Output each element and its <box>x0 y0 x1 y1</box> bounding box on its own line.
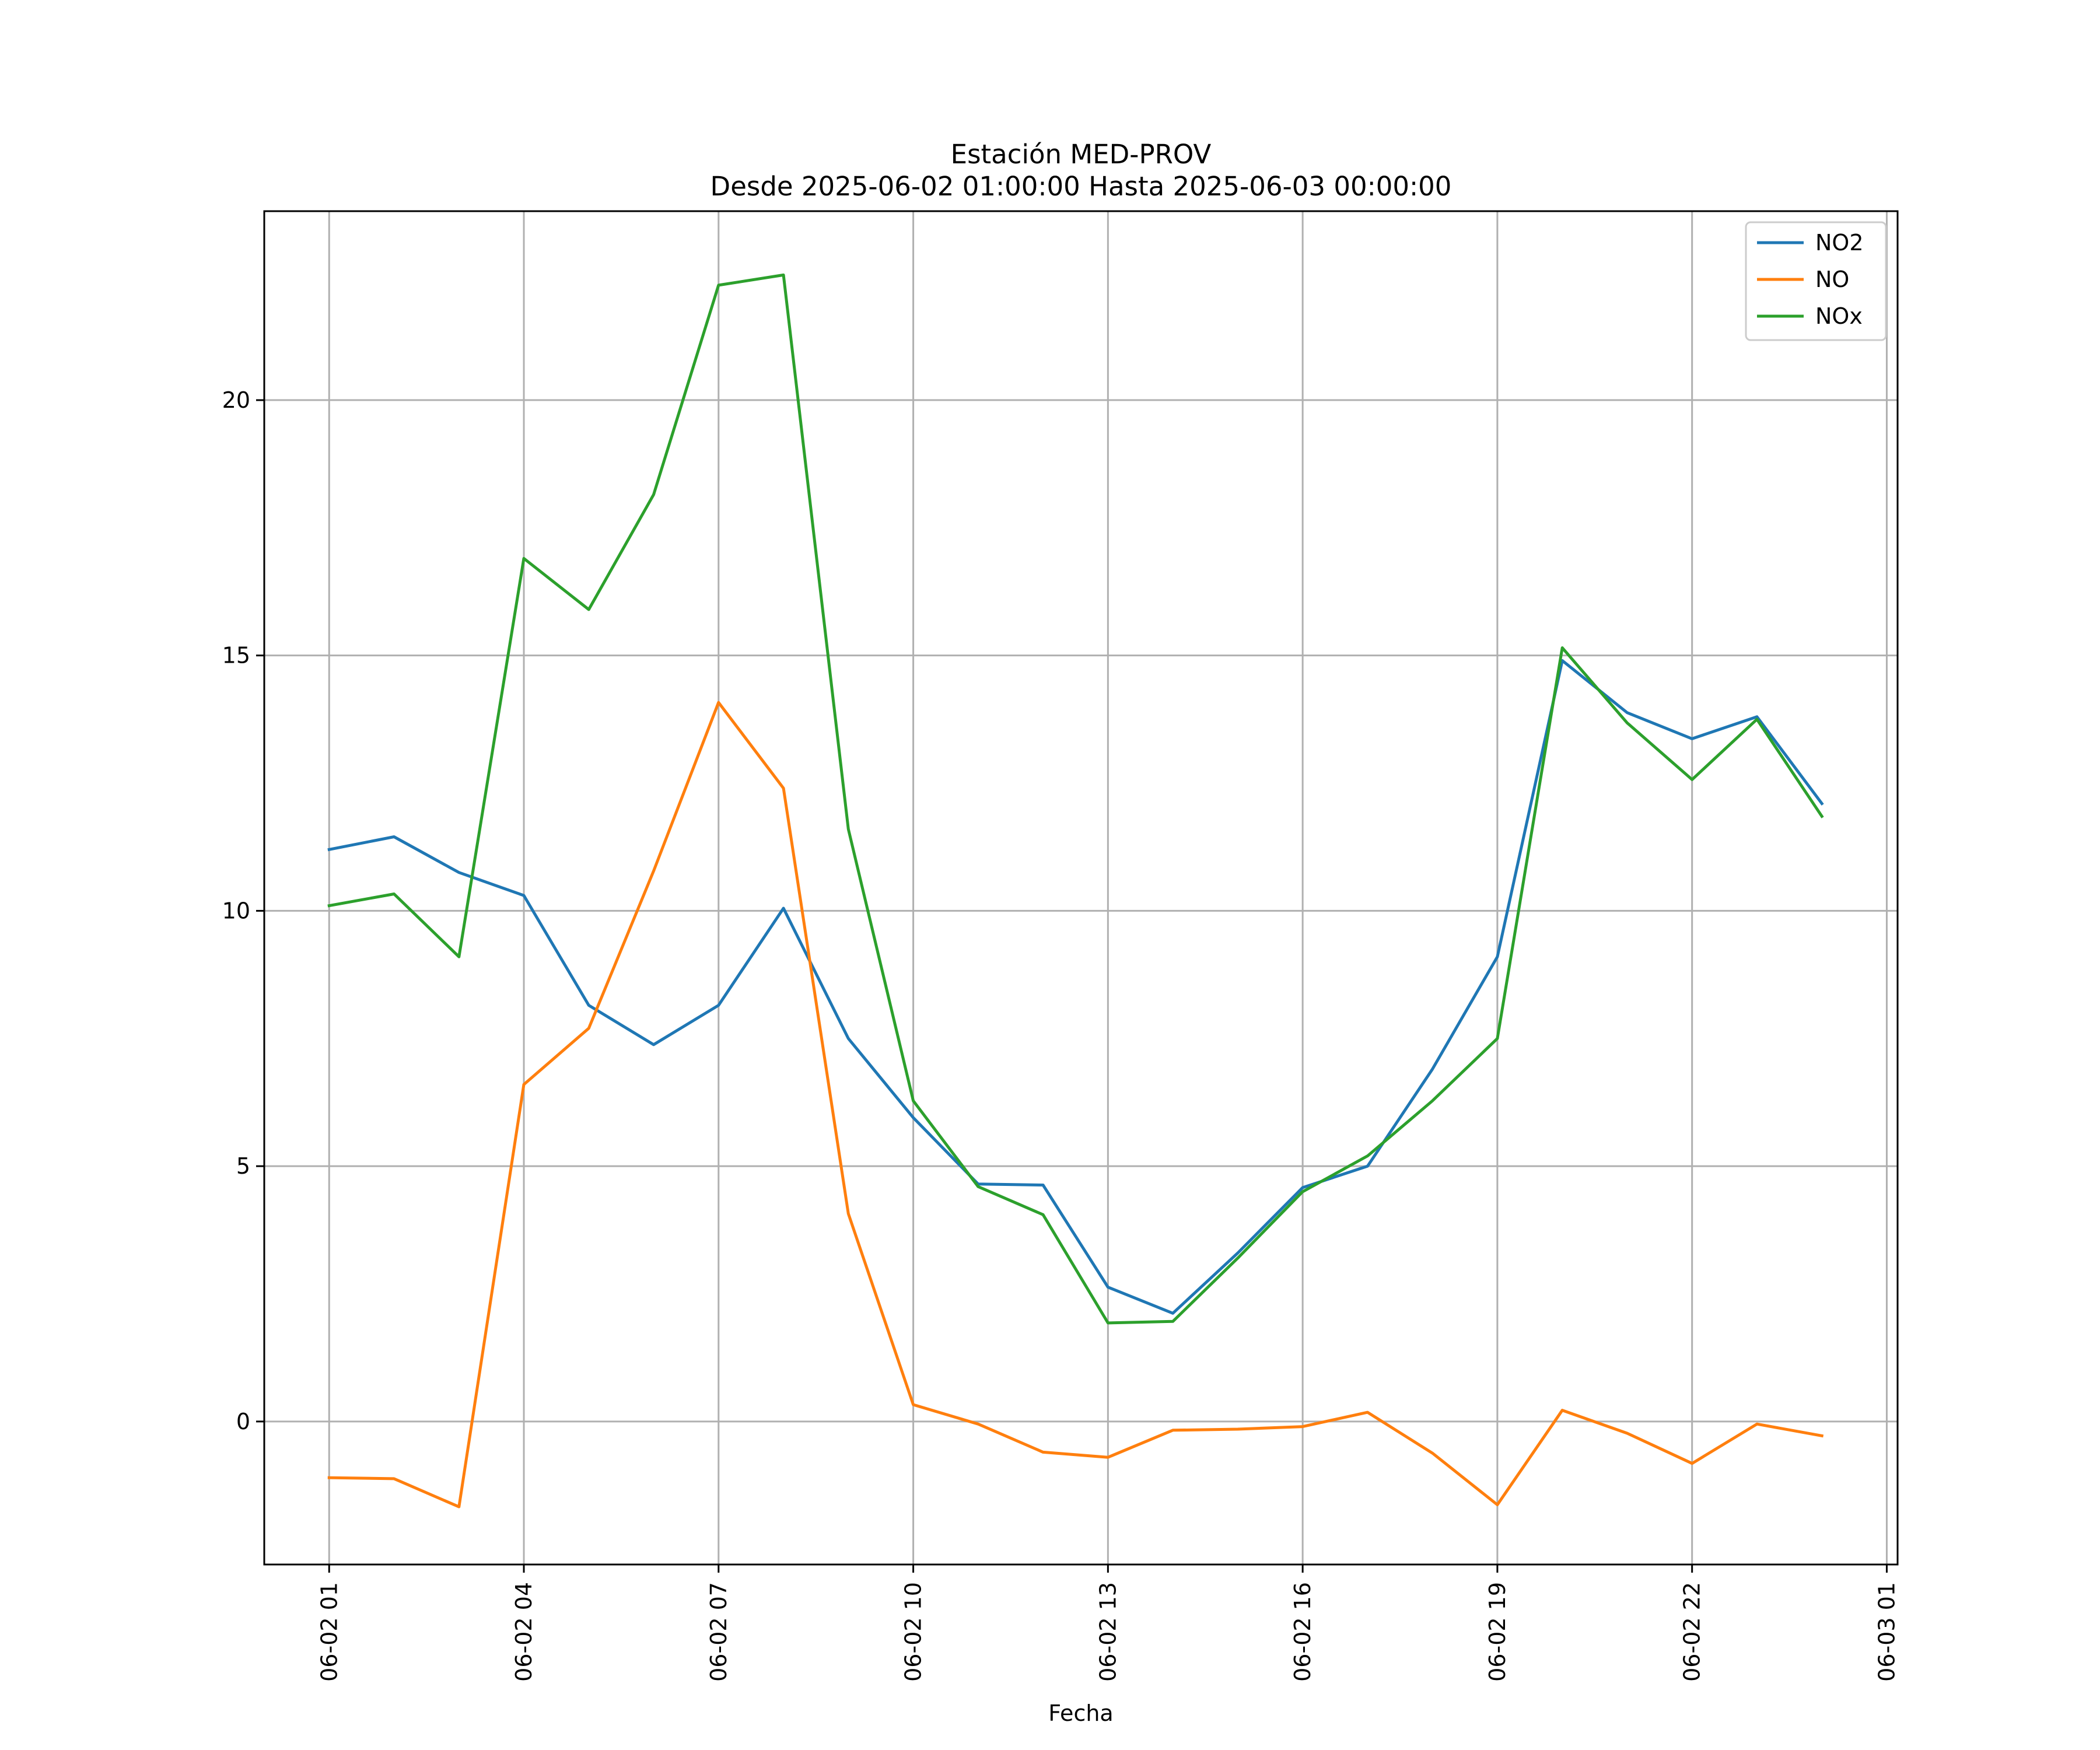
y-tick-label: 0 <box>236 1409 250 1434</box>
legend-label-no: NO <box>1815 267 1849 292</box>
series-line-no <box>327 701 1824 1508</box>
chart-title: Estación MED-PROV <box>951 139 1212 170</box>
y-tick-label: 15 <box>222 643 250 668</box>
grid-lines <box>264 211 1898 1564</box>
legend-label-nox: NOx <box>1815 303 1863 329</box>
y-axis: 0 5 10 15 20 <box>222 387 264 1434</box>
x-tick-label: 06-02 07 <box>706 1582 732 1682</box>
x-tick-label: 06-02 19 <box>1485 1582 1510 1682</box>
x-axis: 06-02 01 06-02 04 06-02 07 06-02 10 06-02 13… <box>316 1564 1899 1682</box>
x-tick-label: 06-02 01 <box>316 1582 342 1682</box>
y-tick-label: 10 <box>222 898 250 923</box>
y-tick-label: 5 <box>236 1153 250 1179</box>
x-tick-label: 06-03 01 <box>1874 1582 1899 1682</box>
x-tick-label: 06-02 04 <box>511 1582 537 1682</box>
chart-subtitle: Desde 2025-06-02 01:00:00 Hasta 2025-06-… <box>710 171 1452 202</box>
x-axis-label: Fecha <box>1048 1700 1113 1726</box>
series-lines <box>327 273 1824 1508</box>
x-tick-label: 06-02 13 <box>1095 1582 1121 1682</box>
x-tick-label: 06-02 22 <box>1679 1582 1705 1682</box>
x-tick-label: 06-02 10 <box>901 1582 926 1682</box>
legend: NO2 NO NOx <box>1745 221 1887 341</box>
series-line-no2 <box>327 659 1824 1315</box>
x-tick-label: 06-02 16 <box>1290 1582 1315 1682</box>
legend-box <box>1745 221 1887 341</box>
legend-label-no2: NO2 <box>1815 230 1864 256</box>
y-tick-label: 20 <box>222 387 250 413</box>
series-line-nox <box>327 273 1824 1325</box>
plot-frame <box>263 210 1899 1566</box>
